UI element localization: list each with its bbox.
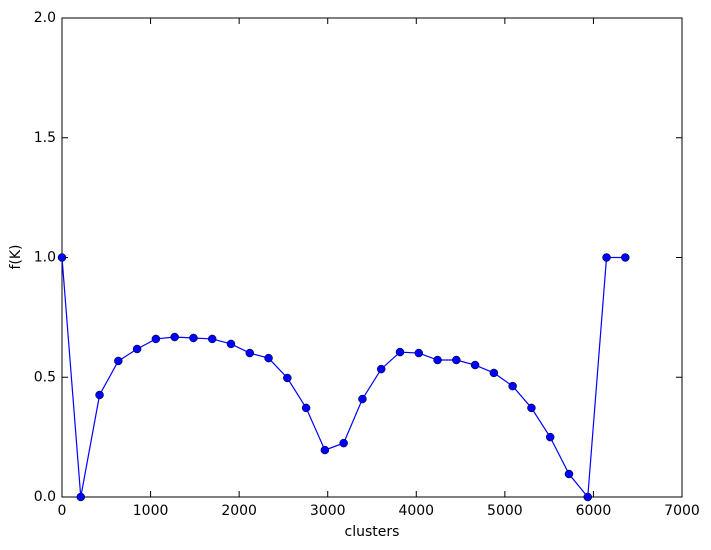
marker <box>414 348 424 358</box>
y-tick-label: 0.0 <box>34 489 56 505</box>
marker <box>527 403 536 413</box>
y-axis-label: f(K) <box>8 244 24 269</box>
y-tick-label: 1.5 <box>34 130 56 146</box>
x-tick-label: 2000 <box>221 503 257 519</box>
x-tick-label: 0 <box>58 503 67 519</box>
x-tick-label: 3000 <box>310 503 346 519</box>
marker <box>151 334 161 344</box>
marker <box>564 469 574 479</box>
x-tick-label: 5000 <box>487 503 523 519</box>
marker <box>621 253 630 262</box>
marker <box>358 394 367 404</box>
marker <box>395 347 405 357</box>
marker <box>489 368 499 378</box>
marker <box>508 381 517 391</box>
y-tick-label: 1.0 <box>34 250 56 266</box>
x-tick-label: 4000 <box>398 503 434 519</box>
marker <box>433 355 442 365</box>
marker <box>207 334 217 344</box>
marker <box>602 253 611 262</box>
marker <box>76 492 86 502</box>
marker <box>57 253 67 262</box>
marker <box>376 364 386 374</box>
marker <box>245 348 255 358</box>
marker <box>264 353 273 363</box>
line <box>61 256 626 499</box>
marker <box>189 333 198 343</box>
marker <box>339 438 348 448</box>
plot-frame <box>61 17 683 498</box>
marker <box>583 492 593 502</box>
marker <box>452 355 461 365</box>
x-tick-label: 7000 <box>664 503 700 519</box>
x-tick-label: 6000 <box>576 503 612 519</box>
marker <box>132 344 142 354</box>
y-tick-label: 0.5 <box>34 369 56 385</box>
marker <box>170 332 179 342</box>
y-tick-label: 2.0 <box>34 10 56 26</box>
x-tick-label: 1000 <box>133 503 169 519</box>
marker <box>226 339 236 349</box>
marker <box>114 356 123 366</box>
marker <box>301 403 311 413</box>
x-axis-label: clusters <box>345 524 400 540</box>
marker <box>320 445 330 455</box>
marker <box>283 373 292 383</box>
marker <box>470 360 480 370</box>
marker <box>545 432 555 442</box>
marker <box>95 390 104 400</box>
